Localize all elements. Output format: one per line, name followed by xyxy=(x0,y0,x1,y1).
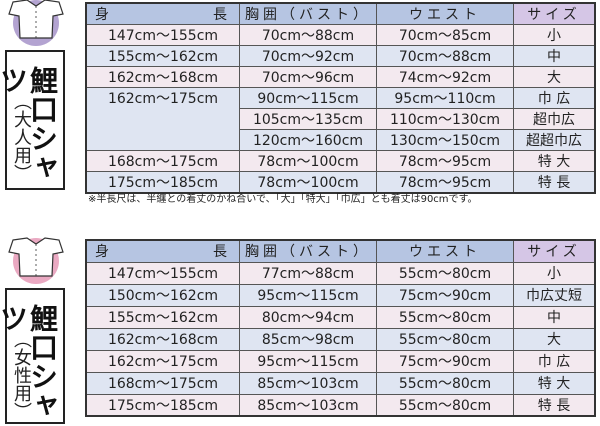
cell-chest: 77cm〜88cm xyxy=(239,261,377,285)
cell-waist: 55cm〜80cm xyxy=(376,261,514,285)
header-size: サイズ xyxy=(513,239,596,263)
cell-height: 162cm〜175cm xyxy=(85,349,240,373)
cell-height: 162cm〜168cm xyxy=(85,66,240,88)
cell-size: 中 xyxy=(513,45,596,67)
cell-chest: 85cm〜98cm xyxy=(239,327,377,351)
cell-size: 超巾広 xyxy=(513,108,596,130)
cell-height: 162cm〜168cm xyxy=(85,327,240,351)
cell-height: 168cm〜175cm xyxy=(85,150,240,172)
cell-chest: 78cm〜100cm xyxy=(239,150,377,172)
cell-height: 147cm〜155cm xyxy=(85,261,240,285)
women-size-table: 身長 胸囲（バスト） ウエスト サイズ 147cm〜155cm 77cm〜88cm… xyxy=(85,239,596,417)
table-row: 168cm〜175cm 85cm〜103cm 55cm〜80cm 特 大 xyxy=(85,371,596,395)
table-row: 162cm〜168cm 70cm〜96cm 74cm〜92cm 大 xyxy=(85,66,596,88)
cell-chest: 90cm〜115cm xyxy=(239,87,377,109)
cell-waist: 95cm〜110cm xyxy=(376,87,514,109)
cell-chest: 120cm〜160cm xyxy=(239,129,377,151)
header-size: サイズ xyxy=(513,2,596,25)
note: ※半長尺は、半纏との着丈のかね合いで、「大」「特大」「巾広」とも着丈は90cmで… xyxy=(88,194,478,205)
shirt-icon-women xyxy=(8,237,64,284)
header-chest: 胸囲（バスト） xyxy=(239,239,377,263)
table-row: 162cm〜168cm 85cm〜98cm 55cm〜80cm 大 xyxy=(85,327,596,351)
cell-size: 小 xyxy=(513,24,596,46)
cell-height: 175cm〜185cm xyxy=(85,393,240,417)
women-title: 鯉口シャツ xyxy=(0,304,59,420)
cell-waist: 70cm〜88cm xyxy=(376,45,514,67)
table-row: 147cm〜155cm 70cm〜88cm 70cm〜85cm 小 xyxy=(85,24,596,46)
cell-height: 175cm〜185cm xyxy=(85,171,240,194)
cell-size: 巾 広 xyxy=(513,87,596,109)
men-title-box: 鯉口シャツ （大人用） xyxy=(0,50,65,190)
cell-chest: 70cm〜88cm xyxy=(239,24,377,46)
cell-height: 155cm〜162cm xyxy=(85,305,240,329)
cell-size: 小 xyxy=(513,261,596,285)
table-row: 162cm〜175cm 90cm〜115cm 95cm〜110cm 巾 広 xyxy=(85,87,596,151)
cell-size: 巾 広 xyxy=(513,349,596,373)
cell-waist: 55cm〜80cm xyxy=(376,393,514,417)
cell-size: 巾広丈短 xyxy=(513,283,596,307)
cell-size: 大 xyxy=(513,327,596,351)
men-size-table: 身長 胸囲（バスト） ウエスト サイズ 147cm〜155cm 70cm〜88cm… xyxy=(85,2,596,194)
cell-height: 150cm〜162cm xyxy=(85,283,240,307)
shirt-icon-men xyxy=(8,0,64,46)
cell-size: 大 xyxy=(513,66,596,88)
cell-size: 特 長 xyxy=(513,171,596,194)
cell-waist: 75cm〜90cm xyxy=(376,349,514,373)
table-row: 175cm〜185cm 78cm〜100cm 78cm〜95cm 特 長 xyxy=(85,171,596,194)
cell-waist: 55cm〜80cm xyxy=(376,327,514,351)
cell-chest: 95cm〜115cm xyxy=(239,283,377,307)
table-row: 168cm〜175cm 78cm〜100cm 78cm〜95cm 特 大 xyxy=(85,150,596,172)
men-title: 鯉口シャツ xyxy=(0,66,59,182)
cell-height: 168cm〜175cm xyxy=(85,371,240,395)
header-height: 身長 xyxy=(85,2,240,25)
cell-chest: 78cm〜100cm xyxy=(239,171,377,194)
cell-chest: 95cm〜115cm xyxy=(239,349,377,373)
cell-waist: 55cm〜80cm xyxy=(376,371,514,395)
cell-waist: 130cm〜150cm xyxy=(376,129,514,151)
cell-chest: 70cm〜92cm xyxy=(239,45,377,67)
header-waist: ウエスト xyxy=(376,239,514,263)
cell-waist: 78cm〜95cm xyxy=(376,171,514,194)
cell-waist: 110cm〜130cm xyxy=(376,108,514,130)
cell-height: 162cm〜175cm xyxy=(85,87,240,151)
header-height: 身長 xyxy=(85,239,240,263)
cell-waist: 70cm〜85cm xyxy=(376,24,514,46)
table-row: 105cm〜135cm 110cm〜130cm 超巾広 xyxy=(86,108,596,130)
table-row: 175cm〜185cm 85cm〜103cm 55cm〜80cm 特 長 xyxy=(85,393,596,417)
cell-size: 特 大 xyxy=(513,371,596,395)
cell-waist: 55cm〜80cm xyxy=(376,305,514,329)
cell-height: 147cm〜155cm xyxy=(85,24,240,46)
table-row: 155cm〜162cm 80cm〜94cm 55cm〜80cm 中 xyxy=(85,305,596,329)
men-subtitle: （大人用） xyxy=(11,92,32,182)
table-row: 147cm〜155cm 77cm〜88cm 55cm〜80cm 小 xyxy=(85,261,596,285)
cell-waist: 74cm〜92cm xyxy=(376,66,514,88)
cell-waist: 78cm〜95cm xyxy=(376,150,514,172)
table-row: 120cm〜160cm 130cm〜150cm 超超巾広 xyxy=(86,129,596,151)
table-row: 155cm〜162cm 70cm〜92cm 70cm〜88cm 中 xyxy=(85,45,596,67)
cell-size: 特 長 xyxy=(513,393,596,417)
cell-chest: 105cm〜135cm xyxy=(239,108,377,130)
cell-size: 特 大 xyxy=(513,150,596,172)
header-waist: ウエスト xyxy=(376,2,514,25)
header-chest: 胸囲（バスト） xyxy=(239,2,377,25)
cell-chest: 85cm〜103cm xyxy=(239,371,377,395)
women-title-box: 鯉口シャツ （女性用） xyxy=(0,288,65,424)
cell-chest: 70cm〜96cm xyxy=(239,66,377,88)
women-subtitle: （女性用） xyxy=(11,330,32,420)
cell-height: 155cm〜162cm xyxy=(85,45,240,67)
cell-chest: 80cm〜94cm xyxy=(239,305,377,329)
cell-size: 超超巾広 xyxy=(513,129,596,151)
cell-waist: 75cm〜90cm xyxy=(376,283,514,307)
table-row: 150cm〜162cm 95cm〜115cm 75cm〜90cm 巾広丈短 xyxy=(85,283,596,307)
cell-size: 中 xyxy=(513,305,596,329)
cell-chest: 85cm〜103cm xyxy=(239,393,377,417)
table-row: 162cm〜175cm 95cm〜115cm 75cm〜90cm 巾 広 xyxy=(85,349,596,373)
